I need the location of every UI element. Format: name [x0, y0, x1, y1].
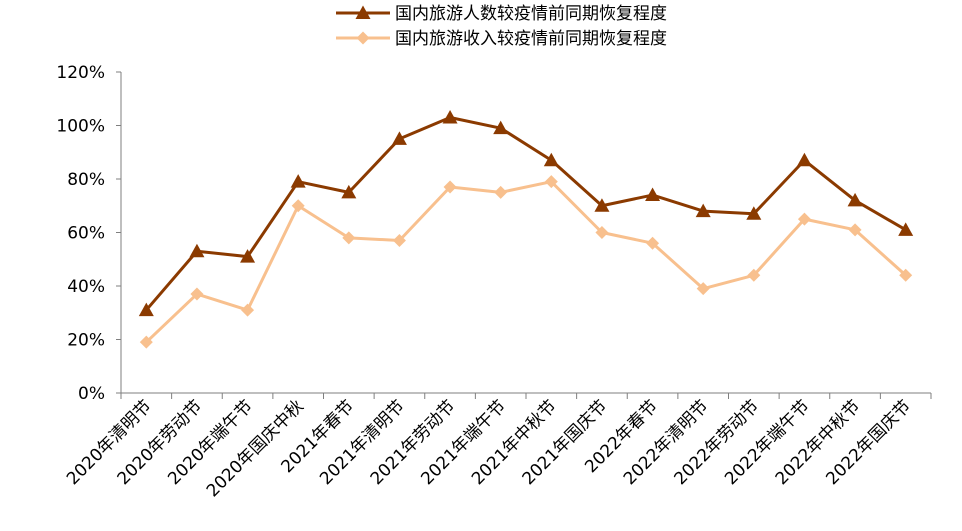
series-1-point: [746, 206, 762, 220]
series-line-1: [145, 115, 907, 312]
y-tick-label: 120%: [56, 63, 105, 83]
series-1-point: [645, 187, 661, 202]
series-line-2: [145, 180, 907, 344]
legend-marker-1: [355, 5, 371, 19]
series-2-point: [646, 236, 660, 250]
series-2-point: [241, 303, 255, 317]
x-tick-label: 2020年清明节: [63, 396, 156, 489]
y-tick-label: 0%: [78, 384, 105, 404]
series-1-point: [695, 203, 711, 218]
y-tick-label: 60%: [67, 224, 105, 244]
series-2-point: [899, 268, 913, 282]
series-1-point: [493, 120, 509, 135]
series-2-point: [696, 282, 710, 296]
series-2-point: [544, 175, 558, 189]
series-2-point: [494, 185, 508, 199]
series-2-point: [747, 268, 761, 282]
series-2-point: [443, 180, 457, 194]
series-2-point: [797, 212, 811, 226]
legend-marker-2: [356, 31, 370, 45]
series-2-point: [139, 335, 153, 349]
series-2-point: [595, 226, 609, 239]
series-1-point: [341, 184, 357, 199]
series-1-point: [898, 222, 914, 236]
series-1-point: [796, 152, 812, 167]
legend-label-2: 国内旅游收入较疫情前同期恢复程度: [395, 29, 667, 49]
y-tick-label: 80%: [67, 170, 105, 190]
series-1-point: [290, 174, 306, 188]
series-2-point: [342, 231, 356, 245]
legend-label-1: 国内旅游人数较疫情前同期恢复程度: [395, 4, 667, 24]
series-1-point: [240, 249, 256, 263]
series-2-point: [190, 287, 204, 301]
y-tick-label: 20%: [67, 331, 105, 351]
series-1-point: [847, 192, 863, 207]
series-2-point: [291, 199, 305, 213]
y-tick-label: 100%: [56, 117, 105, 137]
series-1-point: [594, 198, 610, 212]
series-1-point: [442, 109, 458, 124]
series-1-point: [391, 131, 407, 145]
series-2-point: [848, 223, 862, 237]
series-1-point: [138, 302, 154, 317]
series-1-point: [189, 243, 205, 258]
y-tick-label: 40%: [67, 277, 105, 297]
series-1-point: [543, 152, 559, 167]
series-2-point: [392, 234, 406, 248]
